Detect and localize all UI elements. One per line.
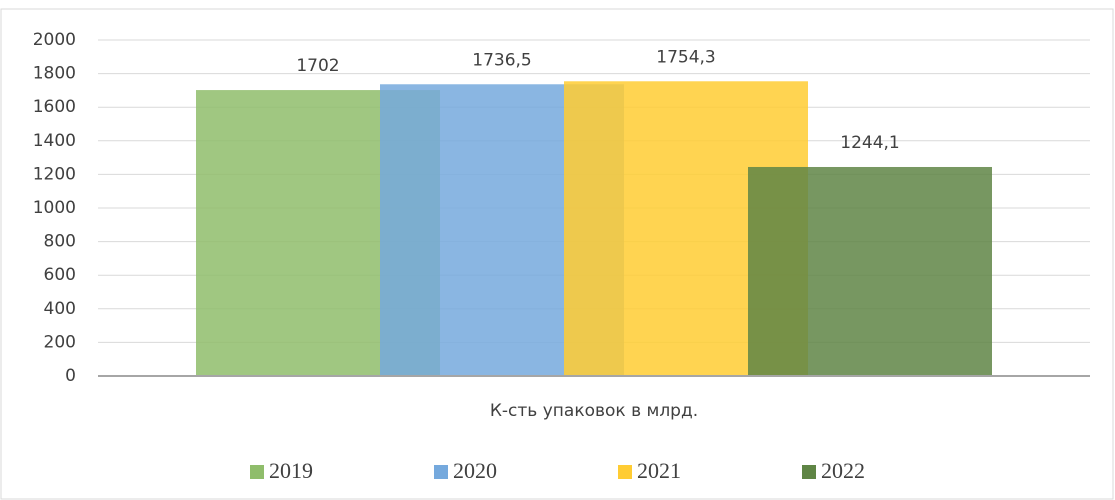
y-tick-label: 1600: [33, 97, 76, 117]
data-label: 1736,5: [472, 50, 531, 70]
legend-swatch: [434, 465, 448, 479]
y-tick-label: 1000: [33, 198, 76, 218]
data-label: 1754,3: [656, 47, 715, 67]
y-tick-label: 1800: [33, 64, 76, 84]
y-tick-label: 800: [44, 232, 76, 252]
y-tick-label: 200: [44, 332, 76, 352]
legend-text: 2020: [453, 458, 497, 483]
legend-swatch: [250, 465, 264, 479]
legend-swatch: [802, 465, 816, 479]
bar: [748, 166, 992, 376]
y-tick-label: 400: [44, 299, 76, 319]
y-tick-label: 0: [65, 366, 76, 386]
y-tick-label: 1400: [33, 131, 76, 151]
y-tick-label: 1200: [33, 164, 76, 184]
legend-text: 2019: [269, 458, 313, 483]
legend-swatch: [618, 465, 632, 479]
data-label: 1244,1: [840, 133, 899, 153]
y-tick-label: 2000: [33, 30, 76, 50]
legend-text: 2021: [637, 458, 681, 483]
y-tick-label: 600: [44, 265, 76, 285]
legend-text: 2022: [821, 458, 865, 483]
x-tick-label: К-сть упаковок в млрд.: [490, 401, 698, 421]
data-label: 1702: [296, 56, 339, 76]
